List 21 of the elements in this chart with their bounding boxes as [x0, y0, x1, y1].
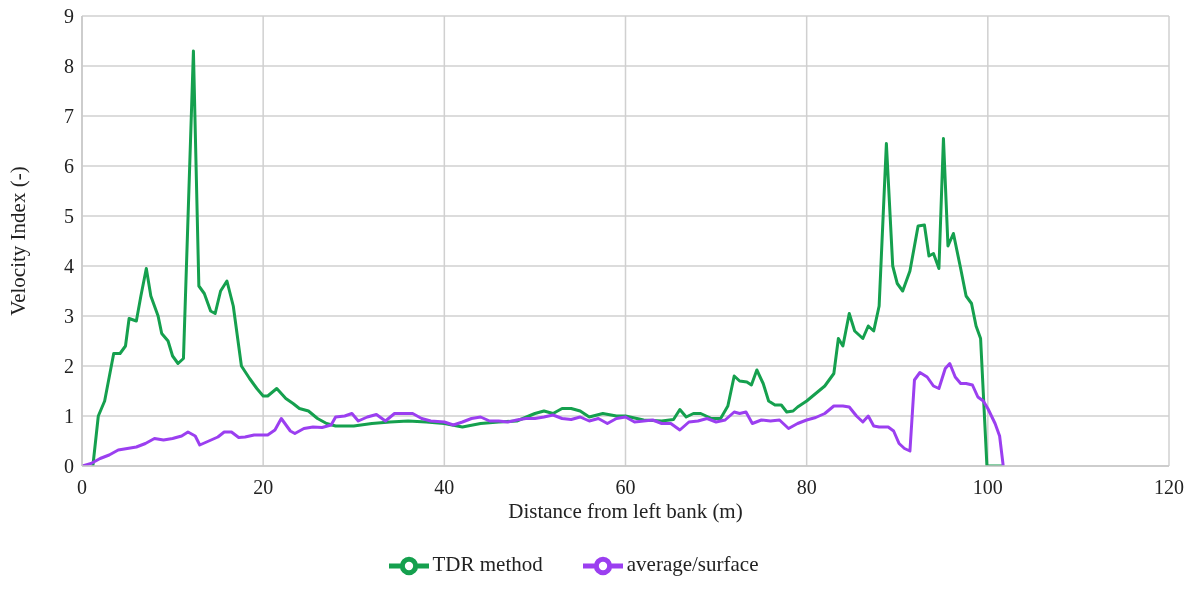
x-tick-label: 60: [615, 476, 636, 499]
y-tick-label: 7: [64, 105, 74, 128]
y-tick-label: 0: [64, 455, 74, 478]
y-tick-label: 4: [64, 255, 74, 278]
y-tick-label: 8: [64, 55, 74, 78]
x-tick-label: 40: [434, 476, 455, 499]
y-tick-label: 5: [64, 205, 74, 228]
y-tick-label: 1: [64, 405, 74, 428]
x-tick-label: 100: [972, 476, 1003, 499]
y-tick-label: 3: [64, 305, 74, 328]
x-axis-title: Distance from left bank (m): [508, 499, 743, 523]
y-tick-label: 9: [64, 5, 74, 28]
legend-label: average/surface: [626, 551, 759, 576]
x-tick-label: 120: [1154, 476, 1184, 499]
y-tick-label: 2: [64, 355, 74, 378]
x-tick-label: 20: [253, 476, 274, 499]
line-series: [82, 362, 1005, 466]
y-axis-title: Velocity Index (-): [6, 166, 31, 316]
legend-label: TDR method: [432, 551, 543, 576]
y-tick-label: 6: [64, 155, 74, 178]
x-tick-label: 80: [796, 476, 817, 499]
